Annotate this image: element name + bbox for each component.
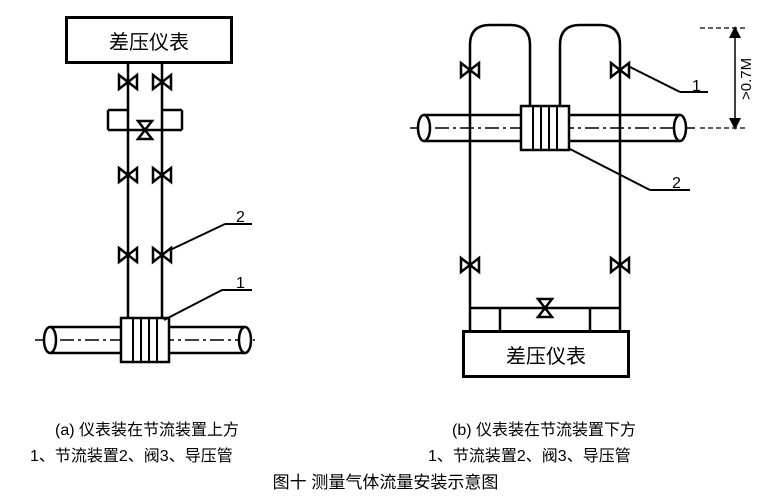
dimension-label: >0.7M <box>738 58 755 100</box>
caption-b: (b) 仪表装在节流装置下方 <box>452 416 752 440</box>
callout-b-2: 2 <box>672 175 681 193</box>
callout-a-2: 2 <box>236 209 245 227</box>
meter-label-b: 差压仪表 <box>506 340 586 369</box>
caption-a: (a) 仪表装在节流装置上方 <box>55 416 355 440</box>
callout-b-1: 1 <box>692 78 701 96</box>
diagram-a <box>35 64 255 362</box>
callout-a-1: 1 <box>236 275 245 293</box>
legend-b: 1、节流装置2、阀3、导压管 <box>428 442 748 466</box>
diagram-b <box>410 25 745 330</box>
figure-title: 图十 测量气体流量安装示意图 <box>0 468 771 493</box>
legend-a: 1、节流装置2、阀3、导压管 <box>30 442 350 466</box>
meter-box-b: 差压仪表 <box>462 330 630 378</box>
